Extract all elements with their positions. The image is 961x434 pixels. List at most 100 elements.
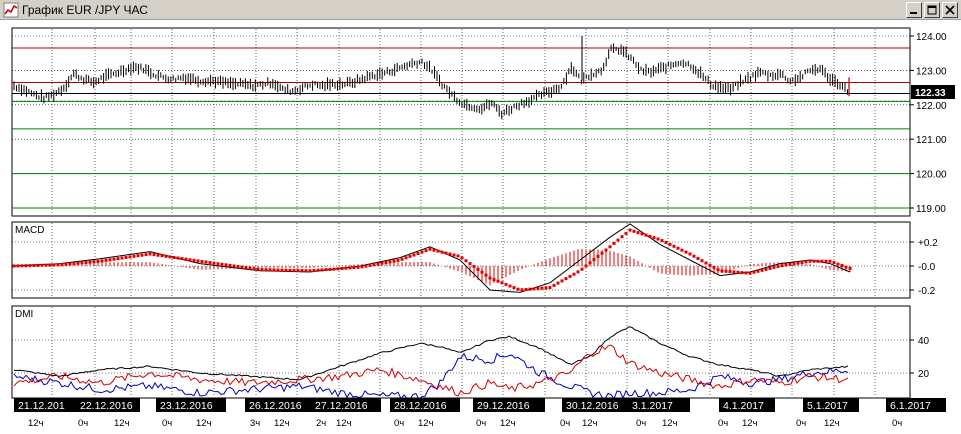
- macd-signal-point: [128, 255, 132, 259]
- macd-signal-point: [180, 257, 184, 261]
- macd-signal-point: [604, 248, 608, 252]
- macd-signal-point: [132, 254, 136, 258]
- price-tick-label: 119.00: [916, 204, 946, 215]
- macd-signal-point: [516, 287, 520, 291]
- macd-signal-point: [640, 232, 644, 236]
- macd-signal-point: [88, 260, 92, 264]
- current-price-tag: 122.33: [911, 85, 955, 99]
- dmi-tick-label: 40: [918, 336, 930, 347]
- macd-panel[interactable]: [11, 221, 911, 299]
- macd-signal-point: [108, 258, 112, 262]
- macd-signal-point: [156, 253, 160, 257]
- macd-signal-point: [800, 261, 804, 264]
- macd-signal-point: [20, 264, 24, 268]
- price-panel[interactable]: [11, 27, 911, 217]
- macd-tick-label: +0.2: [918, 238, 938, 249]
- macd-signal-point: [496, 279, 500, 283]
- hour-label: 12ч: [196, 418, 212, 429]
- hour-label: 12ч: [28, 418, 44, 429]
- chart-svg[interactable]: 124.00 123.00 122.00 121.00 120.00 119.00 +0.2…: [0, 20, 961, 434]
- macd-signal-point: [52, 263, 56, 267]
- date-label-bg: [562, 398, 632, 412]
- macd-signal-point: [84, 261, 88, 264]
- hour-label: 12ч: [500, 418, 516, 429]
- macd-signal-point: [100, 259, 104, 263]
- macd-signal-point: [780, 264, 784, 268]
- macd-signal-point: [352, 266, 356, 270]
- date-label-bg: [628, 398, 690, 412]
- macd-signal-point: [324, 268, 328, 272]
- current-price-value: 122.33: [915, 88, 946, 99]
- macd-signal-point: [700, 259, 704, 263]
- macd-signal-point: [436, 249, 440, 253]
- macd-signal-point: [36, 263, 40, 267]
- macd-signal-point: [536, 287, 540, 291]
- macd-signal-point: [684, 250, 688, 254]
- macd-signal-point: [448, 252, 452, 256]
- date-label-bg: [719, 398, 775, 412]
- macd-signal-point: [172, 256, 176, 259]
- hour-label: 12ч: [582, 418, 598, 429]
- macd-signal-point: [112, 257, 116, 261]
- macd-signal-point: [704, 261, 708, 265]
- macd-signal-point: [740, 271, 744, 275]
- hour-label: 0ч: [394, 418, 404, 429]
- minimize-button[interactable]: [906, 2, 922, 18]
- macd-signal-point: [504, 282, 508, 286]
- price-tick-label: 123.00: [916, 66, 947, 77]
- maximize-icon: [927, 5, 937, 15]
- macd-signal-point: [716, 268, 720, 272]
- macd-signal-point: [80, 261, 84, 265]
- close-button[interactable]: [942, 2, 958, 18]
- macd-signal-point: [292, 268, 296, 272]
- hour-axis: 12ч 0ч 12ч 0ч 12ч 3ч 12ч 2ч 12ч 0ч 12ч 0ч 12ч 0ч 12ч 0ч…: [28, 418, 902, 429]
- macd-signal-point: [152, 253, 156, 257]
- macd-signal-point: [680, 248, 684, 252]
- macd-signal-point: [456, 254, 460, 258]
- macd-signal-point: [96, 259, 100, 263]
- dmi-indicator: [13, 326, 849, 401]
- macd-signal-point: [332, 267, 336, 271]
- macd-signal-point: [220, 262, 224, 266]
- macd-signal-point: [32, 264, 36, 267]
- macd-signal-point: [624, 231, 628, 235]
- macd-signal-point: [184, 257, 188, 261]
- macd-signal-point: [732, 270, 736, 274]
- macd-signal-point: [196, 259, 200, 263]
- macd-signal-point: [160, 254, 164, 258]
- macd-signal-point: [784, 263, 788, 267]
- hour-label: 0ч: [78, 418, 88, 429]
- macd-signal-point: [832, 261, 836, 265]
- macd-signal-point: [712, 265, 716, 269]
- date-label-bg: [473, 398, 545, 412]
- macd-signal-point: [848, 266, 852, 270]
- macd-signal-point: [348, 266, 352, 270]
- macd-signal-point: [400, 257, 404, 261]
- window-titlebar: График EUR /JPY ЧАС: [0, 0, 961, 20]
- macd-signal-point: [376, 262, 380, 266]
- macd-signal-point: [548, 286, 552, 290]
- macd-signal-point: [688, 252, 692, 256]
- macd-signal-point: [708, 263, 712, 267]
- macd-signal-point: [672, 244, 676, 248]
- macd-signal-point: [424, 249, 428, 253]
- date-label-bg: [76, 398, 140, 412]
- hour-label: 0ч: [718, 418, 728, 429]
- macd-signal-point: [500, 281, 504, 285]
- date-label: 5.1.2017: [807, 400, 848, 412]
- macd-signal-point: [540, 286, 544, 290]
- macd-signal-point: [380, 261, 384, 265]
- macd-signal-point: [24, 264, 28, 268]
- macd-signal-point: [136, 254, 140, 258]
- macd-signal-point: [236, 265, 240, 268]
- macd-signal-point: [264, 268, 268, 272]
- macd-signal-point: [644, 233, 648, 237]
- date-label: 30.12.2016: [566, 400, 619, 412]
- maximize-button[interactable]: [924, 2, 940, 18]
- macd-signal-point: [660, 239, 664, 243]
- hour-label: 12ч: [274, 418, 290, 429]
- macd-signal-point: [244, 266, 248, 270]
- dmi-tick-label: 20: [918, 369, 930, 380]
- macd-signal-point: [344, 266, 348, 270]
- macd-signal-point: [588, 261, 592, 265]
